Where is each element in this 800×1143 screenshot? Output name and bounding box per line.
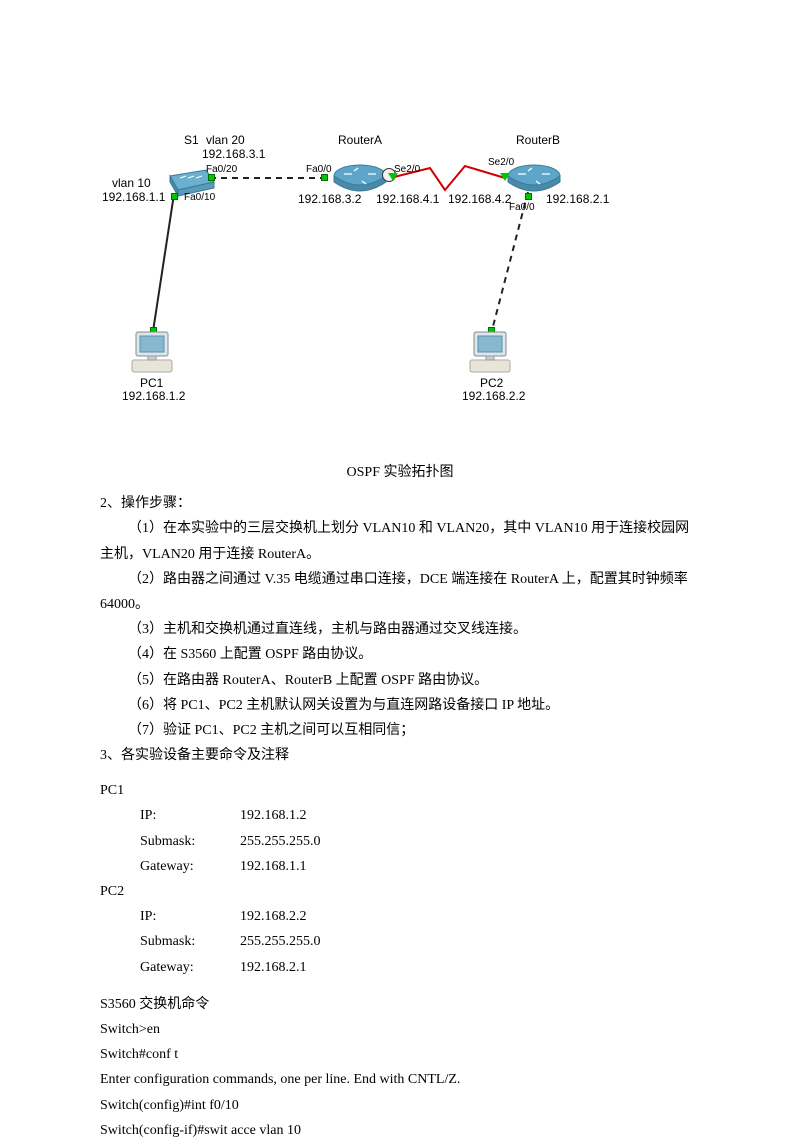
switch-cmd-l2: Switch#conf t — [100, 1042, 700, 1067]
pc1-gw-val: 192.168.1.1 — [240, 854, 307, 879]
pc1-mask-key: Submask: — [140, 829, 240, 854]
pc1-heading: PC1 — [100, 778, 700, 803]
pc2-label: PC2 — [480, 376, 503, 390]
link-dot — [208, 174, 215, 181]
switch-cmd-l1: Switch>en — [100, 1017, 700, 1042]
routerB-fa00-port: Fa0/0 — [509, 202, 535, 213]
link-dot — [525, 193, 532, 200]
pc2-heading: PC2 — [100, 879, 700, 904]
routerB-se20-ip: 192.168.4.2 — [448, 192, 511, 206]
s1-vlan20-label: vlan 20 — [206, 133, 245, 147]
pc2-ip-key: IP: — [140, 904, 240, 929]
s1-fa010-port: Fa0/10 — [184, 192, 215, 203]
s1-ip-label: 192.168.3.1 — [202, 147, 265, 161]
pc1-icon — [130, 330, 176, 376]
step-1: （1）在本实验中的三层交换机上划分 VLAN10 和 VLAN20，其中 VLA… — [100, 516, 700, 566]
pc2-ip: 192.168.2.2 — [462, 389, 525, 403]
step-6: （6）将 PC1、PC2 主机默认网关设置为与直连网路设备接口 IP 地址。 — [100, 693, 700, 718]
content-body: OSPF 实验拓扑图 2、操作步骤： （1）在本实验中的三层交换机上划分 VLA… — [100, 460, 700, 1143]
topology-title: OSPF 实验拓扑图 — [100, 460, 700, 485]
pc2-icon — [468, 330, 514, 376]
pc2-mask-val: 255.255.255.0 — [240, 929, 321, 954]
routerA-se20-ip: 192.168.4.1 — [376, 192, 439, 206]
switch-cmd-l3: Enter configuration commands, one per li… — [100, 1067, 700, 1092]
pc2-gw-key: Gateway: — [140, 955, 240, 980]
step-7: （7）验证 PC1、PC2 主机之间可以互相同信； — [100, 718, 700, 743]
step-2: （2）路由器之间通过 V.35 电缆通过串口连接，DCE 端连接在 Router… — [100, 567, 700, 617]
pc1-label: PC1 — [140, 376, 163, 390]
steps-heading: 2、操作步骤： — [100, 491, 700, 516]
topology-diagram: S1 vlan 20 192.168.3.1 Fa0/20 Fa0/10 vla… — [110, 120, 630, 400]
pc2-ip-val: 192.168.2.2 — [240, 904, 307, 929]
switch-cmd-l4: Switch(config)#int f0/10 — [100, 1093, 700, 1118]
pc1-mask-val: 255.255.255.0 — [240, 829, 321, 854]
routerB-se20-port: Se2/0 — [488, 157, 514, 168]
step-8: 3、各实验设备主要命令及注释 — [100, 743, 700, 768]
s1-label: S1 — [184, 133, 199, 147]
routerB-fa00-ip: 192.168.2.1 — [546, 192, 609, 206]
link-arrow — [388, 173, 398, 181]
pc2-gw-val: 192.168.2.1 — [240, 955, 307, 980]
link-arrow — [500, 173, 510, 181]
vlan10-ip: 192.168.1.1 — [102, 190, 165, 204]
link-dot — [171, 193, 178, 200]
routerA-icon — [330, 162, 390, 196]
link-dot — [321, 174, 328, 181]
routerA-label: RouterA — [338, 133, 382, 147]
pc2-mask-key: Submask: — [140, 929, 240, 954]
routerA-fa00-ip: 192.168.3.2 — [298, 192, 361, 206]
switch-cmd-l5: Switch(config-if)#swit acce vlan 10 — [100, 1118, 700, 1143]
pc1-ip-val: 192.168.1.2 — [240, 803, 307, 828]
switch-cmd-title: S3560 交换机命令 — [100, 992, 700, 1017]
step-4: （4）在 S3560 上配置 OSPF 路由协议。 — [100, 642, 700, 667]
pc1-gw-key: Gateway: — [140, 854, 240, 879]
vlan10-label: vlan 10 — [112, 176, 151, 190]
pc1-ip: 192.168.1.2 — [122, 389, 185, 403]
step-5: （5）在路由器 RouterA、RouterB 上配置 OSPF 路由协议。 — [100, 668, 700, 693]
pc1-ip-key: IP: — [140, 803, 240, 828]
step-3: （3）主机和交换机通过直连线，主机与路由器通过交叉线连接。 — [100, 617, 700, 642]
routerB-label: RouterB — [516, 133, 560, 147]
